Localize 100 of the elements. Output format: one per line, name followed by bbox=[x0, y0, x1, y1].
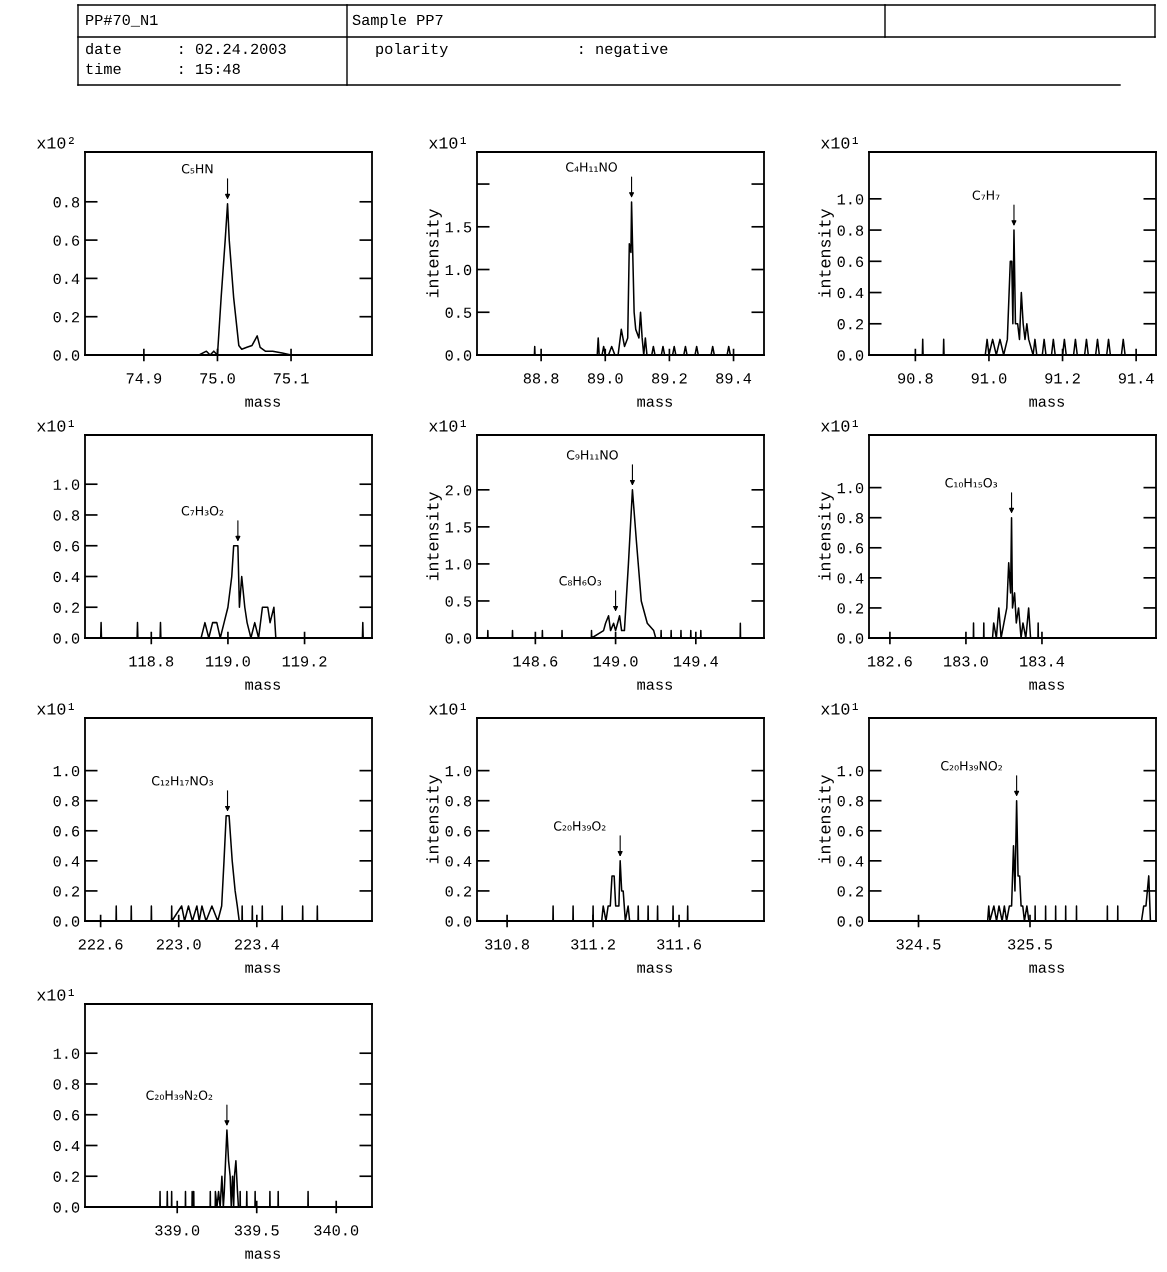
x-tick-label: 339.0 bbox=[155, 1225, 200, 1236]
y-tick-label: 0.8 bbox=[53, 1079, 80, 1090]
y-tick-label: 0.0 bbox=[837, 916, 864, 927]
y-tick-label: 0.8 bbox=[53, 796, 80, 807]
y-tick-label: 0.4 bbox=[53, 856, 80, 867]
x-tick-label: 75.1 bbox=[273, 373, 309, 384]
x-tick-label: 91.2 bbox=[1045, 373, 1080, 384]
y-tick-label: 0.6 bbox=[445, 826, 472, 837]
x-tick-label: 89.0 bbox=[587, 373, 623, 384]
x-axis-title: mass bbox=[637, 964, 673, 973]
annotation: C₄H₁₁NO bbox=[566, 162, 617, 172]
y-tick-label: 0.4 bbox=[837, 573, 864, 584]
x-tick-label: 74.9 bbox=[126, 373, 162, 384]
y-tick-label: 0.6 bbox=[837, 256, 864, 267]
y-tick-label: 0.0 bbox=[53, 916, 80, 927]
y-tick-label: 0.6 bbox=[53, 235, 80, 246]
y-tick-label: 1.0 bbox=[53, 1048, 80, 1059]
y-tick-label: 0.8 bbox=[837, 796, 864, 807]
x-tick-label: 89.2 bbox=[652, 373, 687, 384]
x-axis-title: mass bbox=[637, 398, 673, 407]
y-tick-label: 0.2 bbox=[53, 1171, 80, 1182]
y-tick-label: 1.0 bbox=[837, 194, 864, 205]
x-axis-title: mass bbox=[245, 398, 281, 407]
y-tick-label: 1.0 bbox=[53, 765, 80, 777]
text: time : 15:48 bbox=[86, 62, 240, 75]
y-tick-label: 2.0 bbox=[445, 485, 472, 496]
text: x10¹ bbox=[429, 420, 466, 432]
y-tick-label: 0.0 bbox=[53, 1202, 80, 1213]
annotation: C₂₀H₃₉NO₂ bbox=[941, 761, 1002, 771]
y-tick-label: 0.6 bbox=[53, 541, 80, 552]
y-tick-label: 0.4 bbox=[837, 856, 864, 867]
x-tick-label: 183.4 bbox=[1020, 656, 1065, 667]
x-tick-label: 325.5 bbox=[1008, 939, 1052, 950]
text: x10¹ bbox=[37, 420, 74, 432]
annotation: C₉H₁₁NO bbox=[566, 450, 618, 460]
text: x10¹ bbox=[429, 703, 466, 715]
y-tick-label: 0.2 bbox=[53, 312, 80, 323]
y-tick-label: 0.4 bbox=[837, 287, 864, 299]
annotation: C₂₀H₃₉O₂ bbox=[553, 821, 606, 831]
text: x10¹ bbox=[37, 989, 74, 1001]
x-tick-label: 339.5 bbox=[234, 1225, 279, 1236]
y-axis-title: intensity bbox=[426, 209, 442, 298]
y-tick-label: 1.5 bbox=[445, 222, 472, 233]
y-tick-label: 1.5 bbox=[445, 522, 472, 533]
y-axis-title: intensity bbox=[426, 775, 442, 864]
text: x10¹ bbox=[821, 420, 858, 432]
y-tick-label: 0.4 bbox=[53, 273, 80, 285]
x-tick-label: 222.6 bbox=[78, 939, 123, 950]
x-tick-label: 149.4 bbox=[673, 656, 718, 667]
text: x10¹ bbox=[821, 703, 858, 715]
x-tick-label: 119.0 bbox=[206, 656, 250, 667]
annotation: C₅HN bbox=[181, 164, 213, 174]
x-axis-title: mass bbox=[1029, 964, 1065, 973]
text: PP#70_N1 bbox=[86, 14, 158, 27]
text: x10¹ bbox=[821, 137, 858, 149]
x-tick-label: 310.8 bbox=[485, 939, 530, 950]
x-tick-label: 119.2 bbox=[282, 656, 327, 667]
x-tick-label: 182.6 bbox=[868, 656, 912, 667]
y-tick-label: 0.2 bbox=[837, 319, 864, 330]
y-tick-label: 1.0 bbox=[445, 264, 472, 276]
text: date : 02.24.2003 bbox=[86, 42, 286, 55]
y-tick-label: 0.2 bbox=[53, 886, 80, 897]
y-tick-label: 1.0 bbox=[445, 559, 472, 570]
x-tick-label: 340.0 bbox=[314, 1225, 359, 1236]
x-axis-title: mass bbox=[245, 964, 281, 973]
y-tick-label: 0.2 bbox=[837, 603, 864, 614]
y-tick-label: 0.6 bbox=[837, 826, 864, 837]
text: Sample PP7 bbox=[352, 13, 443, 29]
y-tick-label: 0.0 bbox=[53, 350, 80, 361]
x-tick-label: 149.0 bbox=[593, 656, 638, 667]
x-tick-label: 75.0 bbox=[200, 373, 235, 384]
y-tick-label: 0.5 bbox=[445, 596, 472, 607]
annotation: C₈H₆O₃ bbox=[559, 576, 602, 586]
y-tick-label: 1.0 bbox=[837, 765, 864, 777]
x-tick-label: 324.5 bbox=[896, 939, 941, 950]
text: x10¹ bbox=[37, 703, 74, 715]
y-tick-label: 1.0 bbox=[445, 765, 472, 777]
y-tick-label: 0.6 bbox=[53, 826, 80, 837]
annotation: C₇H₇ bbox=[972, 190, 1000, 200]
y-tick-label: 0.2 bbox=[53, 602, 80, 613]
x-tick-label: 311.2 bbox=[571, 939, 615, 950]
y-tick-label: 0.0 bbox=[445, 916, 472, 927]
y-tick-label: 0.5 bbox=[445, 307, 472, 318]
y-axis-title: intensity bbox=[818, 209, 834, 298]
x-tick-label: 91.4 bbox=[1118, 373, 1154, 384]
y-tick-label: 0.0 bbox=[837, 633, 864, 644]
annotation: C₁₀H₁₅O₃ bbox=[945, 478, 998, 488]
annotation: C₇H₃O₂ bbox=[181, 506, 224, 516]
annotation: C₂₀H₃₉N₂O₂ bbox=[146, 1090, 213, 1100]
y-tick-label: 0.0 bbox=[445, 633, 472, 644]
y-tick-label: 0.0 bbox=[837, 350, 864, 361]
x-axis-title: mass bbox=[1029, 398, 1065, 407]
y-tick-label: 0.4 bbox=[53, 571, 80, 583]
text: x10¹ bbox=[429, 137, 466, 149]
x-tick-label: 118.8 bbox=[129, 656, 174, 667]
y-tick-label: 0.8 bbox=[53, 197, 80, 208]
x-tick-label: 311.6 bbox=[657, 939, 702, 950]
y-tick-label: 0.8 bbox=[837, 225, 864, 236]
x-tick-label: 90.8 bbox=[898, 373, 933, 384]
y-tick-label: 0.6 bbox=[837, 543, 864, 554]
